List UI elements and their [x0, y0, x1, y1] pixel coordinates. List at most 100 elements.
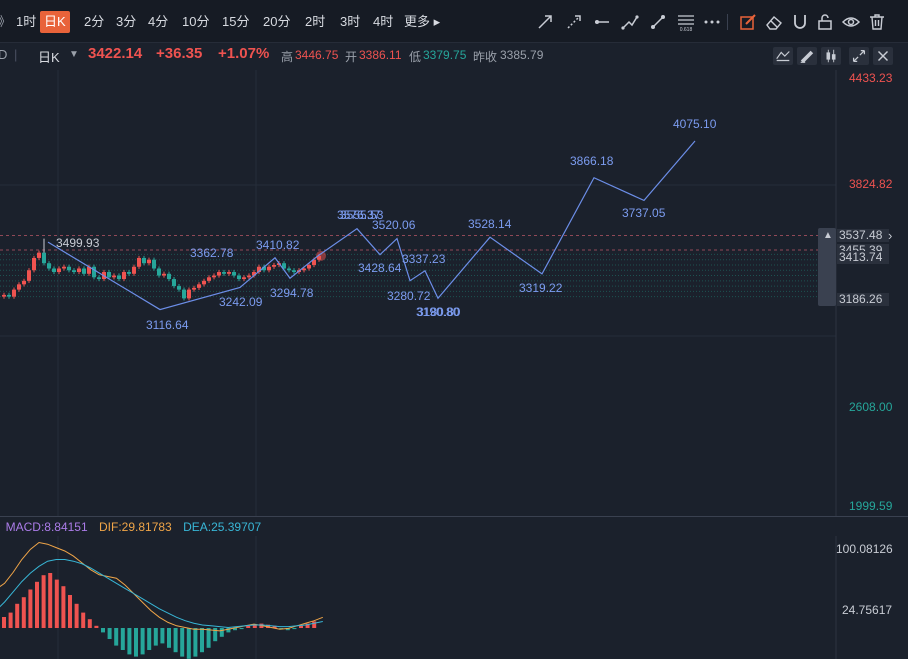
candle — [167, 271, 171, 282]
draw-icon[interactable] — [797, 47, 817, 65]
brush-edit-icon[interactable] — [738, 12, 758, 32]
macd-bar — [312, 621, 317, 628]
candle-body — [197, 284, 201, 288]
lock-icon[interactable] — [815, 12, 835, 32]
alert-bell-icon[interactable]: ▲ — [823, 230, 833, 241]
high-label: 高 — [281, 50, 294, 64]
candle — [62, 264, 66, 271]
trash-icon[interactable] — [867, 12, 887, 32]
period-tab-8[interactable]: 2时 — [305, 14, 326, 29]
info-divider: | — [14, 47, 18, 62]
close-icon[interactable] — [873, 47, 893, 65]
magnet-icon[interactable] — [790, 12, 810, 32]
macd-bar — [226, 628, 231, 633]
price-labels: 3499.93 3116.64 3362.78 3242.09 3410.82 3294.… — [56, 117, 717, 332]
macd-bar — [81, 612, 86, 628]
macd-bar — [48, 573, 53, 628]
candle-type-icon[interactable] — [821, 47, 841, 65]
candle-body — [117, 275, 121, 280]
period-tab-3[interactable]: 3分 — [116, 14, 137, 29]
candle — [132, 264, 136, 276]
price-label: 3116.64 — [146, 318, 189, 332]
period-tab-6[interactable]: 15分 — [222, 14, 250, 29]
candle — [207, 275, 211, 283]
price-axis-label: 3537.48 — [839, 228, 883, 242]
candle — [257, 264, 261, 275]
fibonacci-icon[interactable]: 0.618 — [676, 12, 696, 33]
period-tab-4[interactable]: 4分 — [148, 14, 169, 29]
line-type-icon[interactable] — [773, 47, 793, 65]
pane-divider[interactable] — [0, 516, 908, 517]
candle-body — [252, 272, 256, 276]
macd-bar — [87, 619, 92, 628]
candle — [152, 257, 156, 271]
chevron-down-icon[interactable]: ▼ — [69, 49, 79, 60]
arrow-ray-icon[interactable] — [535, 12, 555, 32]
period-tab-9[interactable]: 3时 — [340, 14, 361, 29]
more-dots-icon[interactable] — [702, 12, 722, 32]
candle — [272, 262, 276, 269]
candle-body — [237, 275, 241, 280]
candlestick-chart[interactable]: 3499.93 3116.64 3362.78 3242.09 3410.82 3294.… — [0, 70, 908, 516]
candle — [57, 266, 61, 275]
eraser-icon[interactable] — [764, 12, 784, 32]
projection-label: 3280.72 — [387, 289, 431, 303]
quote-info-bar: D | 日K ▼ 3422.14 +36.35 +1.07% 高 3446.75… — [0, 43, 908, 69]
period-tab-10[interactable]: 4时 — [373, 14, 394, 29]
price-label: 3410.82 — [256, 238, 300, 252]
candle-body — [2, 294, 6, 297]
macd-bar — [101, 628, 105, 633]
macd-axis-label: 24.75617 — [842, 603, 892, 617]
candle-body — [37, 252, 41, 258]
macd-bar — [120, 628, 125, 650]
candle — [157, 266, 161, 278]
macd-bar — [246, 625, 251, 628]
macd-bar — [292, 628, 297, 630]
period-tab-1[interactable]: 日K — [40, 11, 70, 33]
dashed-ray-icon[interactable] — [564, 12, 584, 32]
eye-icon[interactable] — [841, 12, 861, 32]
candle — [247, 273, 251, 280]
macd-bar — [28, 589, 33, 628]
candle — [242, 275, 246, 282]
horizontal-line-icon[interactable] — [592, 12, 612, 32]
period-tab-11[interactable]: 更多 ▸ — [404, 14, 441, 29]
expand-icon[interactable] — [849, 47, 869, 65]
candle-body — [92, 266, 96, 278]
period-tab-0[interactable]: 1时 — [16, 14, 37, 29]
candle-body — [177, 286, 181, 290]
period-dropdown[interactable]: 日K — [38, 50, 60, 65]
candle — [142, 255, 146, 266]
projection-line — [47, 140, 696, 311]
chevron-right-icon[interactable]: › — [888, 228, 892, 243]
macd-bar — [239, 628, 244, 630]
price-axis-label: 2608.00 — [849, 400, 893, 414]
period-partial[interactable]: 》 — [0, 11, 15, 33]
candle — [222, 269, 226, 276]
projection-label: 3428.64 — [358, 261, 402, 275]
price-axis: ▲4433.233824.823537.483455.393413.743186… — [818, 71, 893, 513]
low-label: 低 — [409, 50, 422, 64]
period-tab-5[interactable]: 10分 — [182, 14, 210, 29]
macd-chart[interactable]: 100.08126 24.75617 — [0, 536, 908, 659]
candle-body — [52, 268, 56, 273]
period-tab-7[interactable]: 20分 — [263, 14, 291, 29]
candle-body — [202, 280, 206, 285]
macd-bar — [114, 628, 119, 646]
macd-bar — [127, 628, 132, 655]
projection-label: 3528.14 — [468, 217, 512, 231]
price-axis-label: 3824.82 — [849, 177, 893, 191]
candle-body — [17, 284, 21, 290]
period-tab-2[interactable]: 2分 — [84, 14, 105, 29]
candle-body — [292, 270, 296, 273]
macd-bar — [134, 628, 138, 657]
candle-body — [172, 279, 176, 287]
candle — [177, 283, 181, 292]
macd-bar — [54, 579, 59, 628]
symbol-partial[interactable]: D — [0, 47, 8, 62]
polyline-icon[interactable] — [620, 12, 640, 32]
projection-label: 3520.06 — [372, 218, 416, 232]
segment-icon[interactable] — [648, 12, 668, 32]
candle — [227, 269, 231, 276]
